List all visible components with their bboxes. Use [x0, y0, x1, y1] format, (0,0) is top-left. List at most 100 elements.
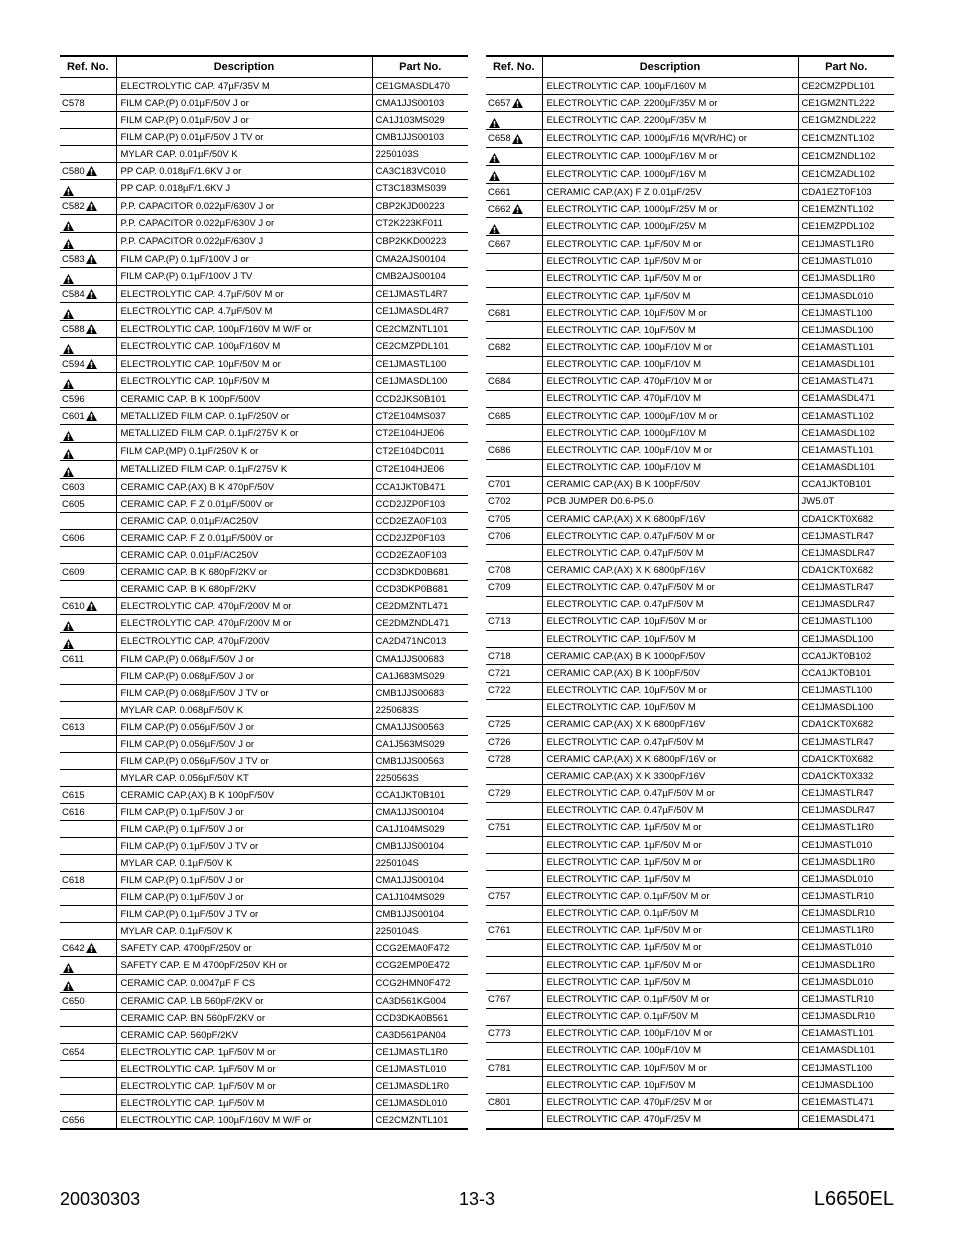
part-cell: CCD3DKP0B681: [372, 581, 468, 598]
part-cell: CE1EMZNTL102: [798, 201, 894, 218]
ref-cell: [60, 112, 116, 129]
part-cell: CE2CMZPDL101: [798, 78, 894, 95]
ref-text: C767: [488, 993, 511, 1006]
warning-icon: [63, 621, 74, 631]
warning-icon: [489, 118, 500, 128]
table-row: C751ELECTROLYTIC CAP. 1µF/50V M orCE1JMA…: [486, 819, 894, 836]
warning-icon: [489, 224, 500, 234]
warning-icon: [63, 239, 74, 249]
part-cell: CT2E104HJE06: [372, 425, 468, 443]
part-cell: CMB1JJS00563: [372, 753, 468, 770]
ref-text: C682: [488, 341, 511, 354]
ref-cell: C661: [486, 183, 542, 200]
ref-text: C701: [488, 478, 511, 491]
warning-icon: [63, 639, 74, 649]
table-row: C650CERAMIC CAP. LB 560pF/2KV orCA3D561K…: [60, 993, 468, 1010]
table-row: C725CERAMIC CAP.(AX) X K 6800pF/16VCDA1C…: [486, 716, 894, 733]
part-cell: CCA1JKT0B101: [372, 787, 468, 804]
desc-cell: FILM CAP.(P) 0.1µF/50V J TV or: [116, 906, 372, 923]
ref-cell: [486, 905, 542, 922]
desc-cell: FILM CAP.(P) 0.1µF/50V J or: [116, 889, 372, 906]
part-cell: CE1JMASDLR47: [798, 545, 894, 562]
table-row: ELECTROLYTIC CAP. 1µF/50V M orCE1JMASDL1…: [60, 1078, 468, 1095]
ref-cell: [486, 836, 542, 853]
table-row: ELECTROLYTIC CAP. 0.1µF/50V MCE1JMASDLR1…: [486, 905, 894, 922]
table-row: ELECTROLYTIC CAP. 100µF/160V MCE2CMZPDL1…: [486, 78, 894, 95]
ref-cell: [60, 975, 116, 993]
part-cell: CA1J104MS029: [372, 889, 468, 906]
ref-cell: C662: [486, 201, 542, 218]
table-row: C718CERAMIC CAP.(AX) B K 1000pF/50VCCA1J…: [486, 648, 894, 665]
table-row: ELECTROLYTIC CAP. 47µF/35V MCE1GMASDL470: [60, 78, 468, 95]
part-cell: CDA1CKT0X332: [798, 768, 894, 785]
table-row: C705CERAMIC CAP.(AX) X K 6800pF/16VCDA1C…: [486, 510, 894, 527]
part-cell: CE1JMASDL100: [798, 1077, 894, 1094]
ref-cell: [486, 939, 542, 956]
ref-text: C610: [62, 600, 85, 613]
desc-cell: ELECTROLYTIC CAP. 1000µF/25V M: [542, 218, 798, 236]
table-row: C686ELECTROLYTIC CAP. 100µF/10V M orCE1A…: [486, 442, 894, 459]
part-cell: CCD3DKA0B561: [372, 1010, 468, 1027]
ref-cell: C706: [486, 528, 542, 545]
table-row: FILM CAP.(P) 0.1µF/50V J TV orCMB1JJS001…: [60, 838, 468, 855]
desc-cell: SAFETY CAP. 4700pF/250V or: [116, 940, 372, 957]
table-row: C709ELECTROLYTIC CAP. 0.47µF/50V M orCE1…: [486, 579, 894, 596]
part-cell: CE1JMASTL1R0: [798, 236, 894, 253]
ref-text: C584: [62, 288, 85, 301]
ref-cell: [60, 1078, 116, 1095]
desc-cell: ELECTROLYTIC CAP. 470µF/25V M: [542, 1111, 798, 1129]
desc-cell: PP CAP. 0.018µF/1.6KV J: [116, 180, 372, 198]
part-cell: CE1JMASTL010: [372, 1061, 468, 1078]
ref-cell: C761: [486, 922, 542, 939]
ref-cell: [486, 270, 542, 287]
part-cell: CE1JMASDLR10: [798, 1008, 894, 1025]
ref-cell: [486, 287, 542, 304]
part-cell: CE1JMASTL100: [798, 682, 894, 699]
ref-cell: [486, 545, 542, 562]
ref-cell: C682: [486, 339, 542, 356]
ref-cell: C654: [60, 1044, 116, 1061]
desc-cell: ELECTROLYTIC CAP. 1µF/50V M or: [116, 1044, 372, 1061]
part-cell: CCD3DKD0B681: [372, 564, 468, 581]
ref-cell: C729: [486, 785, 542, 802]
ref-cell: C603: [60, 479, 116, 496]
ref-cell: C767: [486, 991, 542, 1008]
ref-cell: [486, 802, 542, 819]
part-cell: CE1JMASTLR47: [798, 528, 894, 545]
desc-cell: FILM CAP.(P) 0.068µF/50V J or: [116, 651, 372, 668]
desc-cell: CERAMIC CAP.(AX) B K 100pF/50V: [542, 665, 798, 682]
desc-cell: ELECTROLYTIC CAP. 1000µF/16V M: [542, 165, 798, 183]
desc-cell: ELECTROLYTIC CAP. 100µF/160V M: [542, 78, 798, 95]
desc-cell: FILM CAP.(P) 0.1µF/50V J or: [116, 821, 372, 838]
part-cell: CCD2EZA0F103: [372, 513, 468, 530]
table-row: ELECTROLYTIC CAP. 1µF/50V M orCE1JMASTL0…: [486, 939, 894, 956]
ref-cell: [60, 753, 116, 770]
ref-text: C616: [62, 806, 85, 819]
desc-cell: ELECTROLYTIC CAP. 0.47µF/50V M: [542, 545, 798, 562]
table-row: METALLIZED FILM CAP. 0.1µF/275V K orCT2E…: [60, 425, 468, 443]
table-row: ELECTROLYTIC CAP. 100µF/10V MCE1AMASDL10…: [486, 1042, 894, 1059]
desc-cell: ELECTROLYTIC CAP. 0.1µF/50V M or: [542, 991, 798, 1008]
ref-cell: C609: [60, 564, 116, 581]
part-cell: CE1JMASDL4R7: [372, 303, 468, 321]
table-row: C661CERAMIC CAP.(AX) F Z 0.01µF/25VCDA1E…: [486, 183, 894, 200]
footer-model: L6650EL: [814, 1188, 894, 1211]
table-row: ELECTROLYTIC CAP. 1000µF/25V MCE1EMZPDL1…: [486, 218, 894, 236]
table-row: C578FILM CAP.(P) 0.01µF/50V J orCMA1JJS0…: [60, 95, 468, 112]
ref-cell: C751: [486, 819, 542, 836]
desc-cell: ELECTROLYTIC CAP. 1µF/50V M: [542, 287, 798, 304]
part-cell: CCG2HMN0F472: [372, 975, 468, 993]
table-row: C667ELECTROLYTIC CAP. 1µF/50V M orCE1JMA…: [486, 236, 894, 253]
desc-cell: ELECTROLYTIC CAP. 100µF/10V M: [542, 356, 798, 373]
part-cell: CE1AMASDL101: [798, 459, 894, 476]
part-cell: CA1J683MS029: [372, 668, 468, 685]
desc-cell: ELECTROLYTIC CAP. 1µF/50V M or: [542, 922, 798, 939]
desc-cell: ELECTROLYTIC CAP. 1000µF/16 M(VR/HC) or: [542, 130, 798, 147]
part-cell: 2250563S: [372, 770, 468, 787]
table-row: FILM CAP.(P) 0.01µF/50V J orCA1J103MS029: [60, 112, 468, 129]
ref-cell: [60, 685, 116, 702]
desc-cell: P.P. CAPACITOR 0.022µF/630V J: [116, 233, 372, 251]
part-cell: CCG2EMP0E472: [372, 957, 468, 975]
table-row: ELECTROLYTIC CAP. 10µF/50V MCE1JMASDL100: [60, 373, 468, 391]
part-cell: CT2E104HJE06: [372, 461, 468, 479]
